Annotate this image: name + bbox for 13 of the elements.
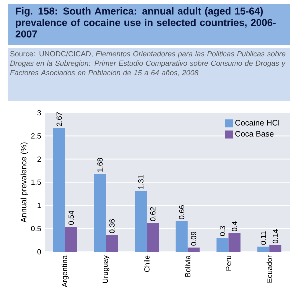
bar [53, 128, 66, 252]
bar [135, 191, 148, 252]
bar [216, 238, 229, 252]
bar [106, 235, 118, 252]
bar [188, 248, 200, 252]
bar [147, 223, 160, 252]
bar [65, 226, 78, 252]
bar [176, 221, 188, 252]
bar [270, 246, 282, 252]
bar [228, 233, 241, 252]
bar [258, 246, 270, 252]
bar [94, 174, 106, 252]
chart-title: Fig. 158: South America: annual adult (aged 15-64) prevalence of cocaine use in selected countries, 2006-2007 [16, 8, 276, 38]
